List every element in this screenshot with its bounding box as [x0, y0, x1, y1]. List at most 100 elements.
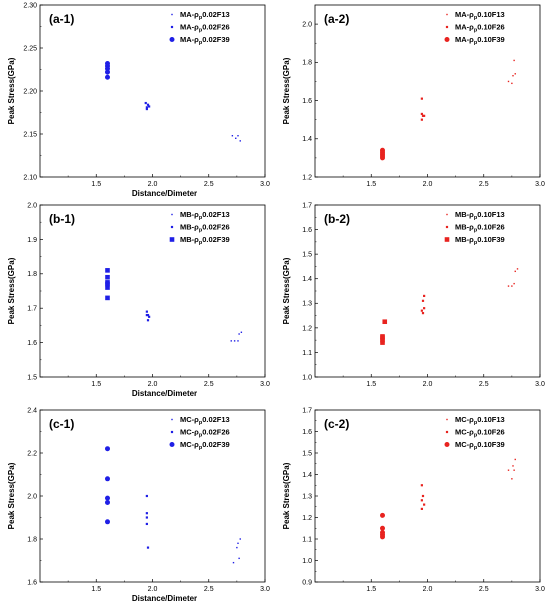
y-tick-label: 1.1	[302, 536, 312, 543]
data-point	[420, 507, 423, 510]
legend-marker	[446, 213, 448, 216]
legend-marker	[169, 37, 175, 42]
data-point	[512, 75, 514, 77]
data-point	[514, 270, 516, 273]
y-tick-label: 1.7	[27, 306, 37, 313]
data-point	[240, 331, 243, 333]
data-point	[514, 458, 516, 461]
data-point	[380, 534, 385, 540]
data-point	[516, 268, 519, 270]
series-group	[145, 310, 151, 322]
data-point	[148, 315, 151, 318]
legend-entry: MB-ρp0.10F26	[455, 223, 505, 234]
series-group	[144, 101, 151, 111]
y-tick-label: 1.8	[27, 271, 37, 278]
data-point	[507, 285, 510, 287]
data-point	[513, 282, 515, 285]
data-point	[105, 268, 110, 273]
data-point	[233, 340, 236, 342]
legend-entry: MC-ρp0.10F13	[455, 415, 505, 426]
series-group	[230, 331, 243, 342]
y-tick-label: 1.6	[27, 340, 37, 347]
data-point	[513, 469, 515, 471]
legend-entry: MC-ρp0.02F13	[180, 415, 230, 426]
legend-marker	[444, 237, 450, 242]
y-tick-label: 1.6	[302, 98, 312, 105]
series-group	[105, 60, 110, 80]
data-point	[238, 333, 240, 335]
chart-panel: 1.5 2.0 2.5 3.0 2.10 2.15 2.20 2.25 2.30 Peak Str…	[7, 2, 270, 198]
data-point	[145, 313, 148, 317]
data-point	[380, 337, 385, 343]
data-point	[105, 66, 110, 72]
series-group	[420, 484, 426, 510]
series-group	[145, 494, 150, 549]
y-tick-label: 2.0	[302, 22, 312, 29]
data-point	[421, 494, 425, 498]
series-group	[380, 147, 385, 161]
x-tick-label: 2.0	[148, 381, 158, 388]
x-tick-label: 1.5	[91, 181, 101, 188]
legend-marker	[170, 430, 174, 434]
y-tick-label: 1.8	[302, 60, 312, 67]
legend-marker	[171, 213, 173, 216]
y-tick-label: 1.0	[302, 558, 312, 565]
y-axis-title: Peak Stress(GPa)	[282, 257, 291, 324]
y-tick-label: 1.8	[27, 536, 37, 543]
legend-marker	[445, 225, 449, 229]
y-axis-title: Peak Stress(GPa)	[282, 462, 291, 529]
y-axis-title: Peak Stress(GPa)	[7, 462, 16, 529]
data-point	[236, 546, 238, 549]
data-point	[421, 312, 425, 315]
y-tick-label: 1.7	[302, 202, 312, 209]
y-tick-label: 1.1	[302, 350, 312, 357]
data-point	[420, 484, 423, 487]
y-tick-label: 1.6	[27, 579, 37, 586]
data-point	[237, 542, 239, 544]
y-tick-label: 1.2	[302, 515, 312, 522]
chart-panel: 1.5 2.0 2.5 3.0 1.6 1.8 2.0 2.2 2.4 Peak Stress(G…	[7, 407, 270, 603]
series-group	[232, 538, 241, 564]
y-tick-label: 1.2	[302, 325, 312, 332]
x-axis-title: Distance/Dimeter	[132, 189, 197, 198]
x-tick-label: 3.0	[535, 586, 545, 593]
panel-label: (b-2)	[324, 212, 350, 226]
data-point	[145, 494, 148, 498]
data-point	[511, 478, 513, 480]
data-point	[380, 512, 385, 518]
y-tick-label: 2.0	[27, 493, 37, 500]
data-point	[380, 155, 385, 161]
legend-entry: MA-ρp0.10F13	[455, 10, 505, 21]
plot-frame	[314, 4, 541, 178]
data-point	[507, 80, 510, 83]
data-point	[105, 499, 110, 505]
data-point	[423, 114, 426, 117]
y-tick-label: 1.5	[302, 450, 312, 457]
data-point	[420, 112, 423, 116]
panel-label: (c-2)	[324, 417, 349, 431]
data-point	[146, 546, 150, 549]
legend-entry: MA-ρp0.02F26	[180, 23, 230, 34]
y-tick-label: 2.20	[23, 88, 37, 95]
x-axis-title: Distance/Dimeter	[132, 594, 197, 603]
y-axis-title: Peak Stress(GPa)	[7, 57, 16, 124]
x-tick-label: 2.5	[479, 181, 489, 188]
y-tick-label: 1.3	[302, 493, 312, 500]
series-group	[507, 458, 516, 480]
legend-marker	[446, 418, 448, 421]
y-tick-label: 0.9	[302, 579, 312, 586]
legend-entry: MA-ρp0.02F13	[180, 10, 230, 21]
y-tick-label: 2.4	[27, 407, 37, 414]
data-point	[145, 522, 148, 526]
x-tick-label: 1.5	[91, 586, 101, 593]
data-point	[145, 107, 148, 111]
data-point	[105, 446, 110, 452]
y-tick-label: 1.0	[302, 374, 312, 381]
data-point	[231, 135, 234, 137]
series-group	[105, 446, 110, 525]
data-point	[423, 503, 426, 506]
